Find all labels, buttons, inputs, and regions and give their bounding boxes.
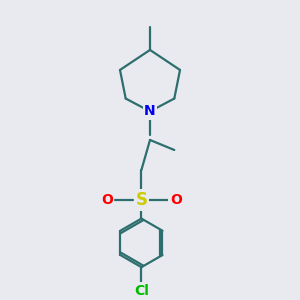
- Text: S: S: [135, 191, 147, 209]
- Text: N: N: [144, 104, 156, 118]
- Text: Cl: Cl: [134, 284, 149, 298]
- Text: O: O: [101, 193, 113, 207]
- Text: O: O: [170, 193, 182, 207]
